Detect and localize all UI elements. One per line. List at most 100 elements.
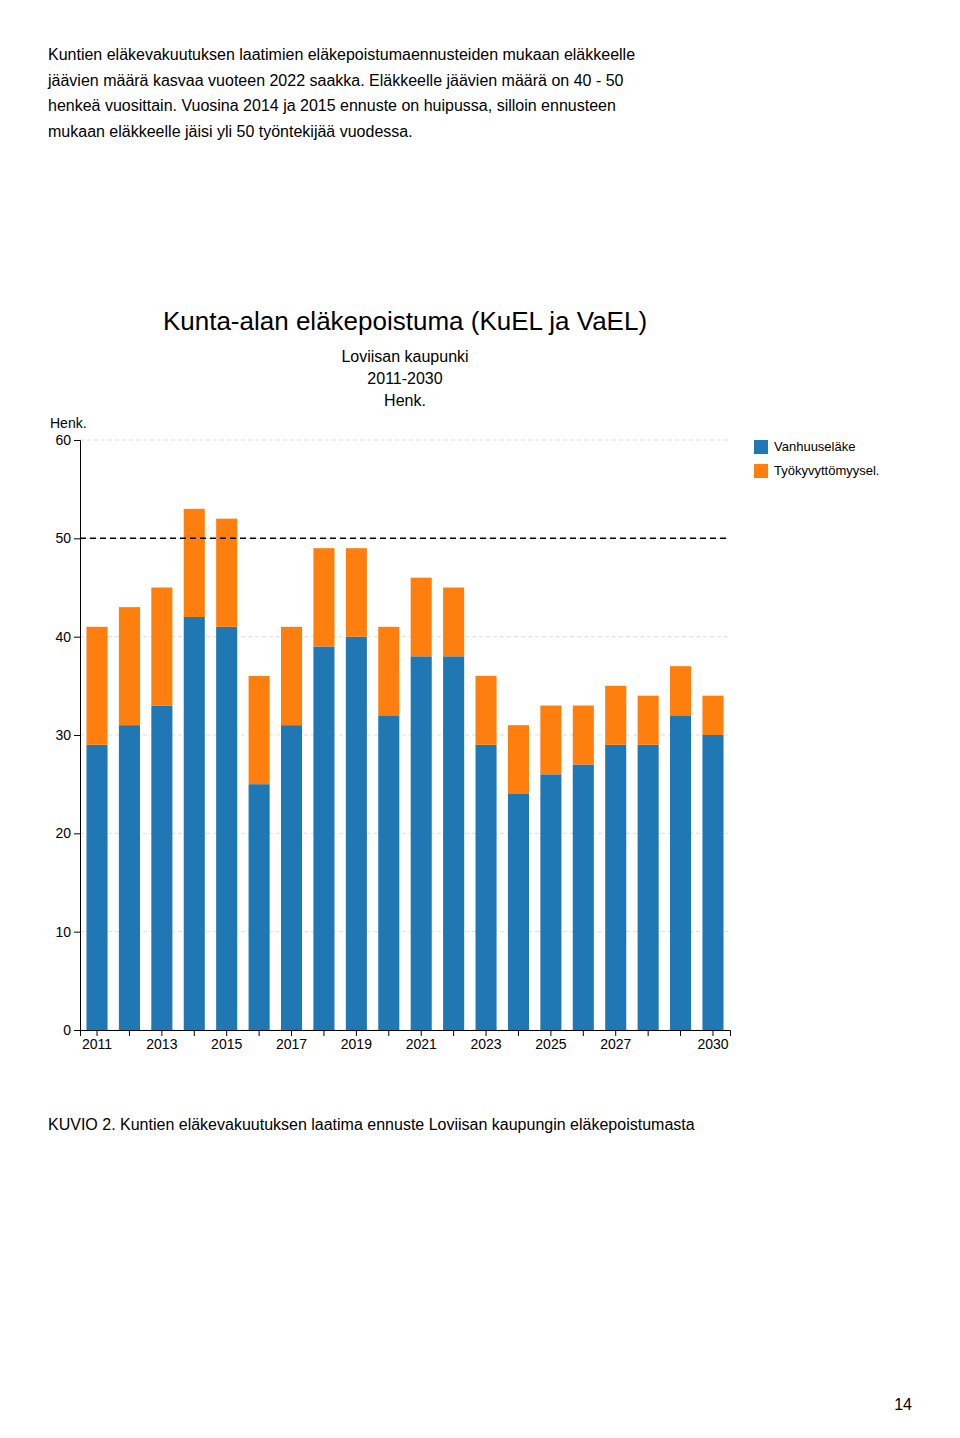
bar: [346, 548, 367, 637]
x-tick-mark: [648, 1030, 649, 1036]
bar-series: [86, 509, 723, 794]
x-tick: 2021: [406, 1030, 437, 1052]
grid-line: [80, 931, 730, 932]
legend-item: Työkyvyttömyysel.: [754, 463, 879, 478]
x-tick-label: 2021: [406, 1036, 437, 1052]
x-tick-label: 2025: [535, 1036, 566, 1052]
bar: [670, 715, 691, 1030]
y-tick-label: 40: [55, 629, 71, 645]
bar: [702, 735, 723, 1030]
x-tick: [388, 1030, 389, 1036]
x-tick-mark: [259, 1030, 260, 1036]
y-tick-mark: [74, 932, 80, 933]
header-line: Kuntien eläkevakuutuksen laatimien eläke…: [48, 46, 635, 63]
bar: [540, 706, 561, 775]
bar: [476, 745, 497, 1030]
bar: [313, 647, 334, 1031]
chart-subtitle: 2011-2030: [367, 370, 442, 387]
plot-marks: [80, 509, 730, 1030]
chart-subtitle: Henk.: [384, 392, 426, 409]
x-tick: [583, 1030, 584, 1036]
bar: [378, 715, 399, 1030]
x-axis: 2011201320152017201920212023202520272030: [81, 1030, 731, 1052]
bar: [508, 725, 529, 794]
page: Kuntien eläkevakuutuksen laatimien eläke…: [0, 0, 960, 1438]
bar: [702, 696, 723, 735]
x-tick-mark: [583, 1030, 584, 1036]
bar: [281, 725, 302, 1030]
grid-line: [80, 538, 730, 539]
y-tick: 0: [63, 1022, 80, 1038]
y-tick-label: 60: [55, 432, 71, 448]
header-line: henkeä vuosittain. Vuosina 2014 ja 2015 …: [48, 97, 616, 114]
x-tick: [259, 1030, 260, 1036]
y-tick-mark: [74, 833, 80, 834]
x-tick-mark: [323, 1030, 324, 1036]
y-tick-mark: [74, 637, 80, 638]
y-axis-line: [74, 441, 81, 1031]
bar: [443, 588, 464, 657]
bar: [313, 548, 334, 646]
y-tick-mark: [74, 440, 80, 441]
x-tick: 2023: [470, 1030, 501, 1052]
x-tick-label: 2013: [146, 1036, 177, 1052]
x-tick-mark: [194, 1030, 195, 1036]
bar: [184, 509, 205, 617]
x-tick-label: 2017: [276, 1036, 307, 1052]
bar: [638, 745, 659, 1030]
y-tick-label: 30: [55, 727, 71, 743]
x-tick: 2011: [82, 1030, 112, 1052]
x-tick-mark: [453, 1030, 454, 1036]
grid-line: [80, 735, 730, 736]
bar: [573, 706, 594, 765]
y-tick: 10: [55, 924, 80, 940]
x-tick-mark: [518, 1030, 519, 1036]
y-tick-label: 50: [55, 530, 71, 546]
bar: [216, 519, 237, 627]
y-tick-label: 0: [63, 1022, 71, 1038]
grid-line: [80, 636, 730, 637]
bar: [378, 627, 399, 716]
bar: [605, 686, 626, 745]
chart-subtitle: Loviisan kaupunki: [341, 348, 468, 365]
x-tick: [194, 1030, 195, 1036]
legend-item: Vanhuuseläke: [754, 439, 855, 454]
bar: [346, 637, 367, 1030]
y-tick-label: 10: [55, 924, 71, 940]
bar-series: [86, 617, 723, 1030]
x-tick-mark: [680, 1030, 681, 1036]
x-tick: [680, 1030, 681, 1036]
grid-line: [80, 440, 730, 441]
bar: [508, 794, 529, 1030]
bar: [86, 627, 107, 745]
x-tick: 2030: [697, 1030, 728, 1052]
legend-label: Vanhuuseläke: [774, 439, 855, 454]
grid: [80, 440, 730, 1030]
bar: [443, 656, 464, 1030]
x-tick-label: 2023: [470, 1036, 501, 1052]
y-axis-title: Henk.: [50, 415, 87, 431]
header-line: mukaan eläkkeelle jäisi yli 50 työntekij…: [48, 123, 413, 140]
y-tick-mark: [74, 1030, 80, 1031]
bar: [249, 676, 270, 784]
bar: [151, 706, 172, 1031]
bar: [540, 774, 561, 1030]
y-axis: 0102030405060: [55, 432, 80, 1038]
chart-title: Kunta-alan eläkepoistuma (KuEL ja VaEL): [163, 306, 647, 336]
x-tick: 2025: [535, 1030, 566, 1052]
bar: [151, 588, 172, 706]
grid-line: [80, 833, 730, 834]
page-number: 14: [894, 1396, 912, 1413]
y-tick-mark: [74, 735, 80, 736]
x-tick: 2017: [276, 1030, 307, 1052]
y-tick: 30: [55, 727, 80, 743]
bar: [119, 725, 140, 1030]
x-tick: 2019: [341, 1030, 372, 1052]
y-tick: 50: [55, 530, 80, 546]
bar: [281, 627, 302, 725]
legend-label: Työkyvyttömyysel.: [774, 463, 879, 478]
bar: [670, 666, 691, 715]
bar: [411, 656, 432, 1030]
x-tick: [323, 1030, 324, 1036]
bar: [573, 765, 594, 1031]
